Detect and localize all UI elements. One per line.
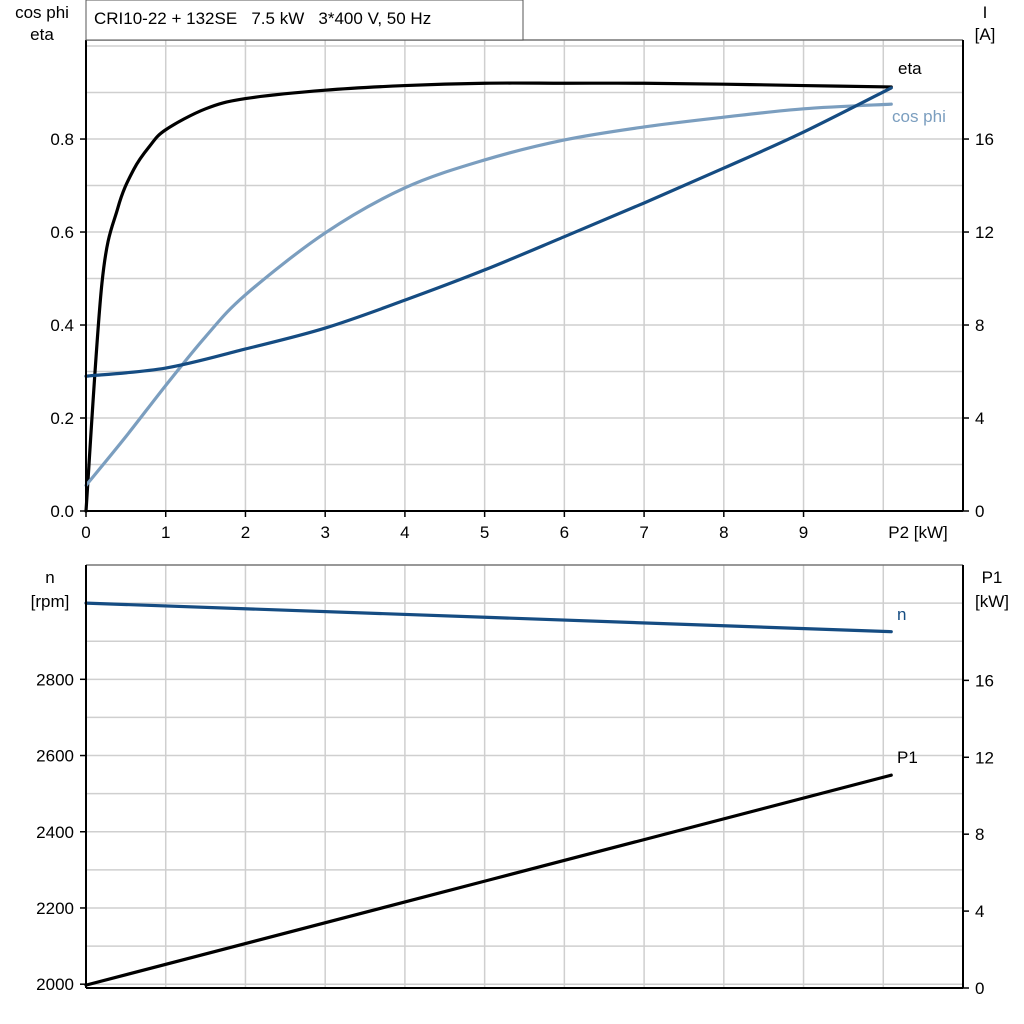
top-left-tick-label: 0.6 xyxy=(50,223,74,242)
x-tick-label: 0 xyxy=(81,523,90,542)
bottom-left-axis-label-1: n xyxy=(45,568,54,587)
bottom-grid xyxy=(86,565,963,988)
top-left-tick-label: 0.8 xyxy=(50,130,74,149)
series-label-p1: P1 xyxy=(897,748,918,767)
x-tick-label: 6 xyxy=(560,523,569,542)
top-left-tick-label: 0.0 xyxy=(50,502,74,521)
series-line-i xyxy=(84,86,893,378)
x-axis-label: P2 [kW] xyxy=(888,523,948,542)
bottom-left-axis-label-2: [rpm] xyxy=(31,592,70,611)
bottom-left-tick-label: 2200 xyxy=(36,899,74,918)
x-tick-label: 2 xyxy=(241,523,250,542)
top-left-tick-label: 0.4 xyxy=(50,316,74,335)
series-label-cos-phi: cos phi xyxy=(892,107,946,126)
series-layer xyxy=(84,81,893,987)
bottom-right-tick-label: 16 xyxy=(975,671,994,690)
series-line-cos-phi xyxy=(84,102,893,488)
x-tick-label: 3 xyxy=(320,523,329,542)
top-right-tick-label: 12 xyxy=(975,223,994,242)
series-label-n: n xyxy=(897,605,906,624)
bottom-right-axis-label-1: P1 xyxy=(982,568,1003,587)
series-label-eta: eta xyxy=(898,59,922,78)
x-tick-label: 7 xyxy=(639,523,648,542)
bottom-left-tick-label: 2800 xyxy=(36,670,74,689)
top-left-tick-label: 0.2 xyxy=(50,409,74,428)
bottom-right-tick-label: 4 xyxy=(975,902,984,921)
bottom-right-tick-label: 12 xyxy=(975,748,994,767)
x-tick-label: 4 xyxy=(400,523,409,542)
top-right-tick-label: 8 xyxy=(975,316,984,335)
bottom-right-axis-label-2: [kW] xyxy=(975,592,1009,611)
bottom-left-tick-label: 2400 xyxy=(36,823,74,842)
bottom-left-tick-label: 2600 xyxy=(36,747,74,766)
bottom-right-tick-label: 8 xyxy=(975,825,984,844)
x-tick-label: 1 xyxy=(161,523,170,542)
series-line-eta xyxy=(84,81,893,513)
top-right-tick-label: 4 xyxy=(975,409,984,428)
x-tick-label: 9 xyxy=(799,523,808,542)
top-right-tick-label: 16 xyxy=(975,130,994,149)
top-grid xyxy=(86,40,963,511)
x-tick-label: 5 xyxy=(480,523,489,542)
title-box xyxy=(85,0,524,41)
top-right-axis-label-1: I xyxy=(983,3,988,22)
top-left-axis-label-2: eta xyxy=(30,25,54,44)
chart-title: CRI10-22 + 132SE 7.5 kW 3*400 V, 50 Hz xyxy=(94,9,431,28)
bottom-right-tick-label: 0 xyxy=(975,979,984,998)
top-right-axis-label-2: [A] xyxy=(975,25,996,44)
bottom-left-tick-label: 2000 xyxy=(36,975,74,994)
x-tick-label: 8 xyxy=(719,523,728,542)
series-line-p1 xyxy=(84,773,893,987)
series-line-n xyxy=(84,601,893,634)
top-left-axis-label-1: cos phi xyxy=(15,3,69,22)
top-right-tick-label: 0 xyxy=(975,502,984,521)
